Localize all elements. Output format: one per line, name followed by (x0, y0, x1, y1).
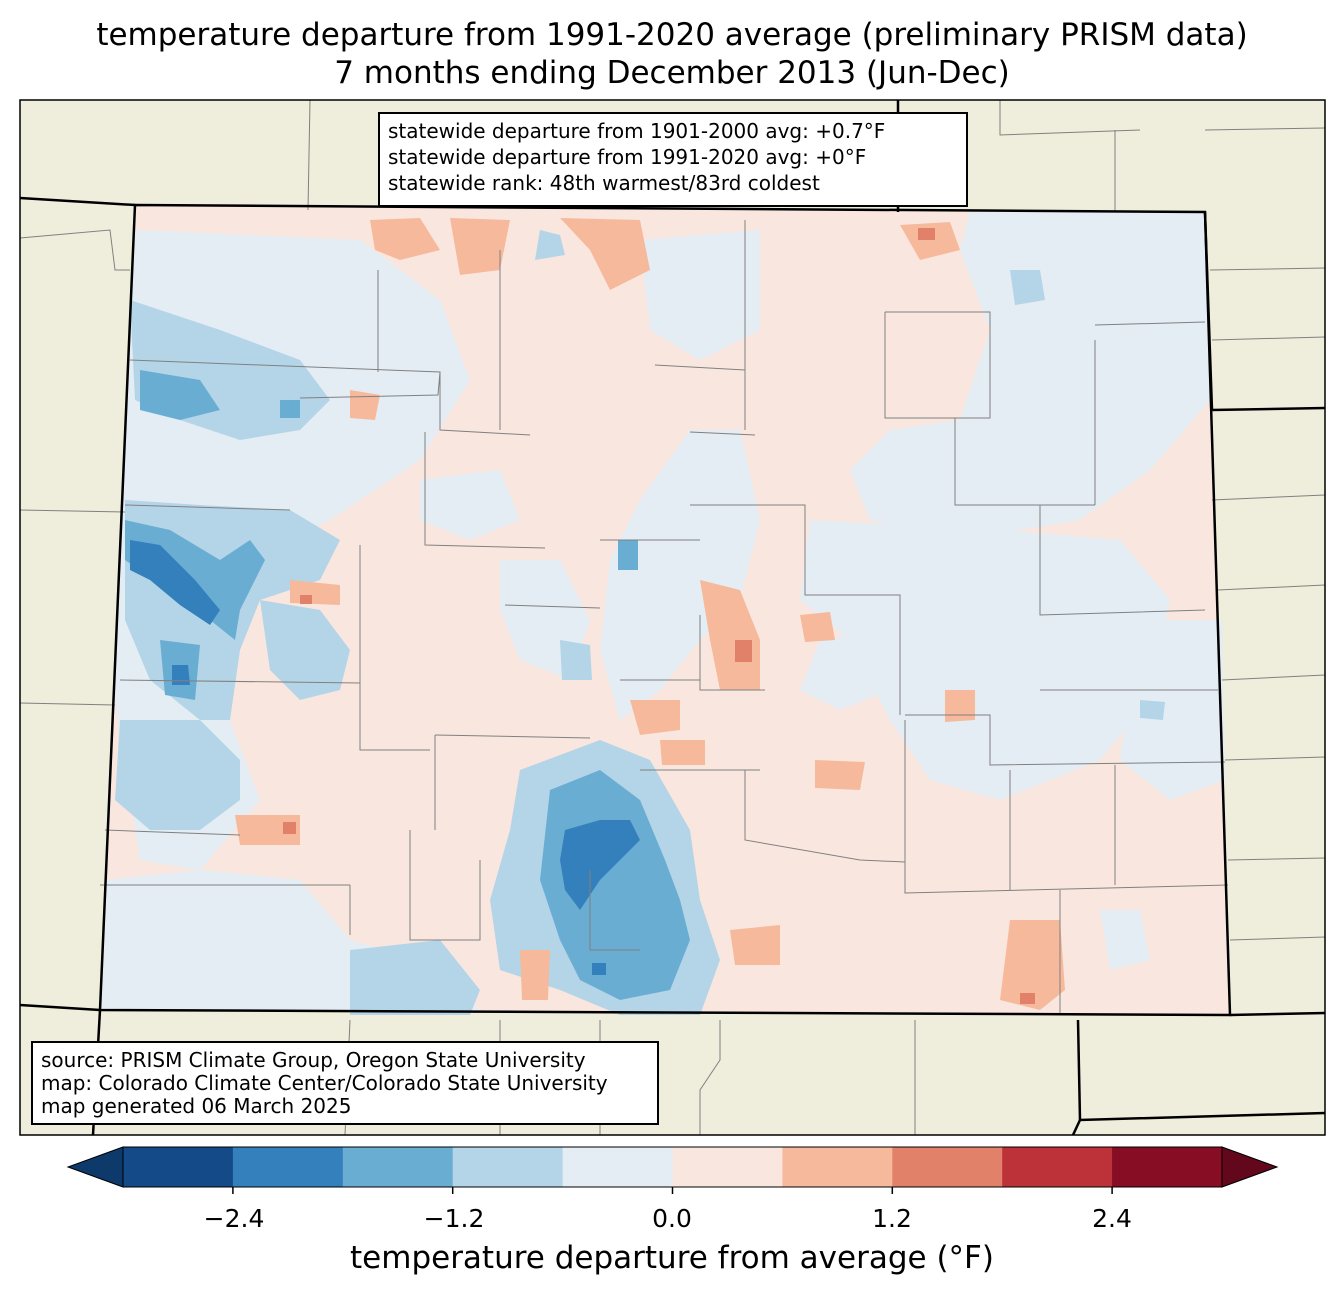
colorbar-tick-label: −1.2 (423, 1204, 485, 1233)
county-borders (100, 220, 1229, 1015)
colorbar-swatch (782, 1147, 893, 1187)
colorbar-swatch (232, 1147, 344, 1187)
colorbar-tick-label: −2.4 (203, 1204, 265, 1233)
colorbar-label: temperature departure from average (°F) (350, 1240, 994, 1276)
colorbar-swatch (452, 1147, 564, 1187)
colorbar-swatch (1002, 1147, 1113, 1187)
colorbar-swatch (123, 1147, 234, 1187)
colorbar-swatch (672, 1147, 783, 1187)
near-normal-cool-regions (100, 212, 1225, 1010)
cold-core-regions (130, 540, 640, 975)
stat-rank: statewide rank: 48th warmest/83rd coldes… (388, 171, 820, 195)
colorbar-swatch (342, 1147, 454, 1187)
stat-departure-1991-2020: statewide departure from 1991-2020 avg: … (388, 145, 867, 169)
map-frame (19, 99, 1326, 1136)
colorbar-swatch (562, 1147, 673, 1187)
stat-departure-1901-2000: statewide departure from 1901-2000 avg: … (388, 119, 886, 143)
source-line: source: PRISM Climate Group, Oregon Stat… (41, 1048, 586, 1072)
generated-date-line: map generated 06 March 2025 (41, 1094, 352, 1118)
colorbar-tick-label: 1.2 (872, 1204, 912, 1233)
colorbar-swatch (892, 1147, 1003, 1187)
statewide-stats-box: statewide departure from 1901-2000 avg: … (378, 112, 968, 207)
warmer-spots (283, 228, 1035, 1004)
colorbar-max-arrow (1221, 1146, 1279, 1188)
state-borders (19, 100, 1326, 1136)
map-credit-line: map: Colorado Climate Center/Colorado St… (41, 1071, 608, 1095)
colorbar-min-arrow (66, 1146, 124, 1188)
colorbar-tick-label: 2.4 (1092, 1204, 1132, 1233)
map-subtitle: 7 months ending December 2013 (Jun-Dec) (334, 55, 1010, 91)
colorbar (66, 1146, 1279, 1194)
colorbar-tick-label: 0.0 (652, 1204, 692, 1233)
map-title: temperature departure from 1991-2020 ave… (96, 17, 1248, 53)
source-box: source: PRISM Climate Group, Oregon Stat… (31, 1041, 659, 1125)
colorbar-swatch (1112, 1147, 1223, 1187)
